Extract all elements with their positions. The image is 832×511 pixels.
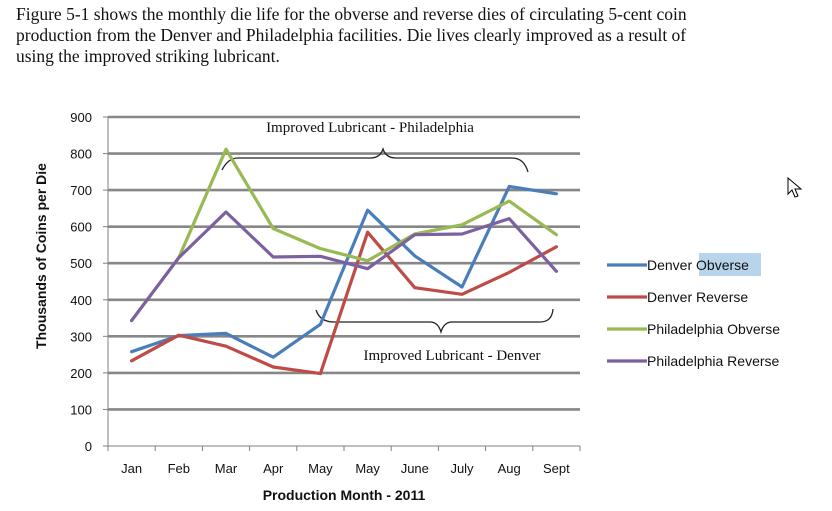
y-tick-labels: 0 100 200 300 400 500 600 700 800 900 (70, 110, 92, 454)
paragraph-line: Figure 5-1 shows the monthly die life fo… (16, 4, 687, 24)
x-axis-title: Production Month - 2011 (263, 487, 426, 503)
philadelphia-obverse-line (130, 147, 559, 323)
y-tick-label: 0 (85, 439, 92, 454)
y-tick-label: 900 (70, 110, 92, 125)
x-tick-label: May (355, 461, 380, 476)
y-tick-label: 700 (70, 183, 92, 198)
series-lines (130, 147, 559, 376)
x-tick-label: Apr (263, 461, 284, 476)
denver-obverse-line (130, 184, 559, 359)
y-tick-label: 400 (70, 293, 92, 308)
denver-annotation: Improved Lubricant - Denver (363, 348, 540, 364)
y-tick-label: 200 (70, 366, 92, 381)
x-tick-label: Jan (121, 461, 142, 476)
denver-reverse-line (130, 230, 559, 376)
intro-paragraph: Figure 5-1 shows the monthly die life fo… (16, 4, 828, 67)
legend-entry: Philadelphia Obverse (647, 321, 780, 337)
denver-brace (315, 308, 554, 335)
grid-lines (103, 115, 581, 451)
x-tick-label: Mar (215, 461, 238, 476)
y-tick-label: 300 (70, 329, 92, 344)
philadelphia-annotation: Improved Lubricant - Philadelphia (266, 120, 474, 136)
x-tick-label: Sept (543, 461, 570, 476)
x-tick-label: May (308, 461, 333, 476)
y-tick-label: 600 (70, 220, 92, 235)
paragraph-line: production from the Denver and Philadelp… (16, 25, 687, 45)
legend-entry: Denver Obverse (647, 257, 749, 273)
x-tick-labels: Jan Feb Mar Apr May May June July Aug Sept (121, 461, 570, 476)
y-tick-label: 100 (70, 402, 92, 417)
philadelphia-reverse-line (130, 210, 559, 323)
legend-entry: Philadelphia Reverse (647, 353, 780, 369)
x-tick-label: July (450, 461, 474, 476)
x-tick-label: Aug (498, 461, 521, 476)
paragraph-line: using the improved striking lubricant. (16, 46, 280, 66)
legend: Denver Obverse Denver Reverse Philadelphia… (607, 253, 780, 369)
y-tick-label: 500 (70, 256, 92, 271)
y-axis-title: Thousands of Coins per Die (33, 163, 49, 349)
legend-highlight (699, 253, 761, 276)
legend-entry: Denver Reverse (647, 289, 748, 305)
mouse-cursor-icon (787, 177, 803, 198)
y-tick-label: 800 (70, 147, 92, 162)
x-tick-label: June (401, 461, 429, 476)
x-tick-label: Feb (168, 461, 190, 476)
